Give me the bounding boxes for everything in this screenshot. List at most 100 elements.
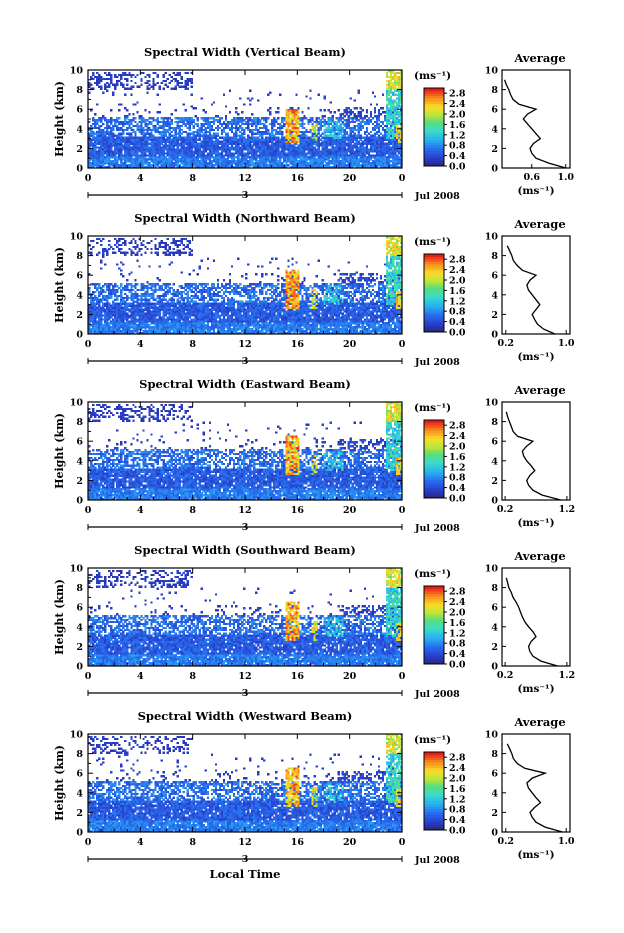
heatmap-cell <box>104 88 106 90</box>
heatmap-cell <box>269 113 271 115</box>
heatmap-cell <box>150 148 152 150</box>
heatmap-cell <box>124 115 126 117</box>
heatmap-cell <box>281 150 283 152</box>
heatmap-cell <box>195 141 197 143</box>
heatmap-cell <box>297 152 299 154</box>
heatmap-cell <box>128 156 130 158</box>
heatmap-cell <box>106 254 108 256</box>
heatmap-cell <box>396 139 398 141</box>
heatmap-cell <box>108 248 110 250</box>
heatmap-cell <box>130 119 132 121</box>
heatmap-cell <box>321 152 323 154</box>
heatmap-cell <box>289 141 291 143</box>
heatmap-cell <box>346 139 348 141</box>
heatmap-cell <box>253 141 255 143</box>
heatmap-cell <box>162 160 164 162</box>
x-tick-label: 4 <box>137 173 144 184</box>
heatmap-cell <box>307 148 309 150</box>
heatmap-cell <box>293 154 295 156</box>
heatmap-cell <box>160 289 162 291</box>
heatmap-cell <box>205 121 207 123</box>
heatmap-cell <box>94 113 96 115</box>
heatmap-cell <box>156 148 158 150</box>
heatmap-cell <box>338 154 340 156</box>
heatmap-cell <box>289 107 291 109</box>
heatmap-cell <box>185 146 187 148</box>
heatmap-cell <box>213 148 215 150</box>
heatmap-cell <box>398 78 400 80</box>
heatmap-cell <box>281 154 283 156</box>
heatmap-cell <box>94 318 96 320</box>
heatmap-cell <box>382 144 384 146</box>
heatmap-cell <box>189 158 191 160</box>
heatmap-cell <box>279 139 281 141</box>
heatmap-cell <box>267 144 269 146</box>
heatmap-cell <box>100 137 102 139</box>
heatmap-cell <box>283 125 285 127</box>
heatmap-cell <box>118 316 120 318</box>
heatmap-cell <box>392 94 394 96</box>
heatmap-cell <box>108 154 110 156</box>
average-profile-line <box>505 80 566 168</box>
x-tick-label: 0 <box>85 173 92 184</box>
heatmap-cell <box>207 123 209 125</box>
heatmap-cell <box>116 328 118 330</box>
heatmap-cell <box>259 139 261 141</box>
heatmap-cell <box>386 131 388 133</box>
heatmap-cell <box>215 135 217 137</box>
heatmap-cell <box>317 133 319 135</box>
heatmap-cell <box>122 324 124 326</box>
heatmap-cell <box>126 84 128 86</box>
heatmap-cell <box>398 97 400 99</box>
panel-2: Spectral Width (Northward Beam)1086420He… <box>53 211 575 368</box>
heatmap-cell <box>144 150 146 152</box>
heatmap-cell <box>350 141 352 143</box>
heatmap-cell <box>287 125 289 127</box>
heatmap-cell <box>102 248 104 250</box>
heatmap-cell <box>211 150 213 152</box>
heatmap-cell <box>144 314 146 316</box>
heatmap-cell <box>281 146 283 148</box>
heatmap-cell <box>191 78 193 80</box>
heatmap-cell <box>201 117 203 119</box>
heatmap-cell <box>96 158 98 160</box>
heatmap-cell <box>112 301 114 303</box>
heatmap-cell <box>114 84 116 86</box>
heatmap-cell <box>100 144 102 146</box>
heatmap-cell <box>398 103 400 105</box>
heatmap-cell <box>128 143 130 145</box>
heatmap-cell <box>219 160 221 162</box>
heatmap-cell <box>136 301 138 303</box>
heatmap-cell <box>384 156 386 158</box>
heatmap-cell <box>392 131 394 133</box>
heatmap-cell <box>187 78 189 80</box>
heatmap-cell <box>243 131 245 133</box>
heatmap-cell <box>378 115 380 117</box>
heatmap-cell <box>271 137 273 139</box>
heatmap-cell <box>271 148 273 150</box>
heatmap-cell <box>98 78 100 80</box>
heatmap-cell <box>352 156 354 158</box>
heatmap-cell <box>354 137 356 139</box>
heatmap-cell <box>213 144 215 146</box>
heatmap-cell <box>152 144 154 146</box>
heatmap-cell <box>336 156 338 158</box>
heatmap-cell <box>106 82 108 84</box>
heatmap-cell <box>94 326 96 328</box>
heatmap-cell <box>215 146 217 148</box>
heatmap-cell <box>338 119 340 121</box>
heatmap-cell <box>295 117 297 119</box>
heatmap-cell <box>158 299 160 301</box>
heatmap-cell <box>181 133 183 135</box>
heatmap-cell <box>94 127 96 129</box>
heatmap-cell <box>255 144 257 146</box>
heatmap-cell <box>378 152 380 154</box>
heatmap-cell <box>235 131 237 133</box>
heatmap-cell <box>241 123 243 125</box>
heatmap-cell <box>173 152 175 154</box>
heatmap-cell <box>138 248 140 250</box>
heatmap-cell <box>130 322 132 324</box>
heatmap-cell <box>112 322 114 324</box>
heatmap-cell <box>100 86 102 88</box>
heatmap-cell <box>144 322 146 324</box>
